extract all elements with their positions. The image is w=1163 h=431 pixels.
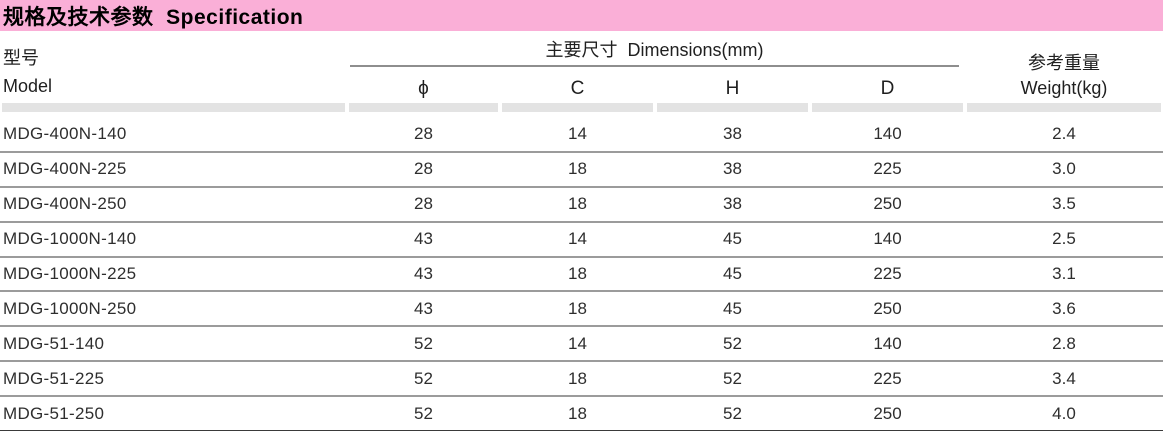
section-title: 规格及技术参数 Specification bbox=[3, 5, 304, 29]
c-cell: 18 bbox=[568, 264, 587, 283]
weight-cell: 2.8 bbox=[1052, 333, 1076, 353]
c-cell: 14 bbox=[568, 229, 587, 249]
d-cell: 250 bbox=[873, 194, 902, 214]
table-row: MDG-51-250 52 18 52 250 4.0 bbox=[0, 397, 1163, 431]
phi-cell: 28 bbox=[414, 159, 433, 179]
phi-cell: 43 bbox=[414, 264, 433, 283]
d-cell: 225 bbox=[873, 264, 902, 283]
d-cell: 250 bbox=[873, 298, 902, 318]
model-cell: MDG-1000N-250 bbox=[3, 298, 137, 318]
h-cell: 52 bbox=[723, 368, 742, 388]
weight-header-en: Weight(kg) bbox=[1020, 78, 1108, 98]
h-cell: 38 bbox=[723, 159, 742, 179]
table-row: MDG-51-140 52 14 52 140 2.8 bbox=[0, 327, 1163, 363]
d-cell: 140 bbox=[873, 229, 902, 249]
model-cell: MDG-1000N-225 bbox=[3, 264, 137, 283]
c-cell: 18 bbox=[568, 403, 587, 423]
table-row: MDG-51-225 52 18 52 225 3.4 bbox=[0, 362, 1163, 398]
table-body: MDG-400N-140 28 14 38 140 2.4 MDG-400N-2… bbox=[0, 118, 1163, 431]
column-header-c: C bbox=[570, 78, 585, 99]
model-header-zh: 型号 bbox=[3, 48, 39, 68]
table-row: MDG-400N-250 28 18 38 250 3.5 bbox=[0, 188, 1163, 223]
model-header-en: Model bbox=[3, 76, 53, 96]
table-header: 型号 Model 主要尺寸 Dimensions(mm) ϕ C H D 参考重… bbox=[0, 31, 1163, 103]
table-row: MDG-1000N-225 43 18 45 225 3.1 bbox=[0, 258, 1163, 293]
band-segment-c bbox=[502, 103, 653, 112]
h-cell: 38 bbox=[723, 194, 742, 214]
phi-cell: 28 bbox=[414, 124, 433, 144]
model-cell: MDG-400N-225 bbox=[3, 159, 127, 179]
weight-cell: 3.6 bbox=[1052, 298, 1076, 318]
d-cell: 250 bbox=[873, 403, 902, 423]
weight-cell: 3.4 bbox=[1052, 368, 1076, 388]
model-cell: MDG-400N-140 bbox=[3, 124, 127, 144]
d-cell: 225 bbox=[873, 368, 902, 388]
h-cell: 45 bbox=[723, 264, 742, 283]
weight-header-zh: 参考重量 bbox=[1028, 53, 1100, 73]
dimensions-group-header: 主要尺寸 Dimensions(mm) bbox=[350, 31, 959, 67]
h-cell: 52 bbox=[723, 403, 742, 423]
h-cell: 38 bbox=[723, 124, 742, 144]
column-group-dimensions: 主要尺寸 Dimensions(mm) ϕ C H D bbox=[347, 31, 965, 103]
c-cell: 14 bbox=[568, 333, 587, 353]
phi-cell: 52 bbox=[414, 368, 433, 388]
column-header-model: 型号 Model bbox=[0, 31, 347, 103]
d-cell: 140 bbox=[873, 333, 902, 353]
weight-cell: 3.5 bbox=[1052, 194, 1076, 214]
column-header-h: H bbox=[725, 78, 740, 99]
weight-cell: 3.1 bbox=[1052, 264, 1076, 283]
band-segment-phi bbox=[349, 103, 498, 112]
band-segment-d bbox=[812, 103, 963, 112]
c-cell: 18 bbox=[568, 194, 587, 214]
c-cell: 14 bbox=[568, 124, 587, 144]
table-row: MDG-1000N-250 43 18 45 250 3.6 bbox=[0, 292, 1163, 328]
phi-cell: 52 bbox=[414, 403, 433, 423]
c-cell: 18 bbox=[568, 368, 587, 388]
c-cell: 18 bbox=[568, 159, 587, 179]
phi-cell: 28 bbox=[414, 194, 433, 214]
weight-cell: 4.0 bbox=[1052, 403, 1076, 423]
band-segment-model bbox=[2, 103, 345, 112]
column-header-phi: ϕ bbox=[418, 78, 429, 99]
h-cell: 45 bbox=[723, 229, 742, 249]
weight-cell: 2.4 bbox=[1052, 124, 1076, 144]
h-cell: 52 bbox=[723, 333, 742, 353]
model-cell: MDG-1000N-140 bbox=[3, 229, 137, 249]
column-header-d: D bbox=[880, 78, 895, 99]
phi-cell: 43 bbox=[414, 229, 433, 249]
d-cell: 225 bbox=[873, 159, 902, 179]
dimensions-sub-headers: ϕ C H D bbox=[347, 67, 965, 103]
band-segment-h bbox=[657, 103, 808, 112]
band-segment-weight bbox=[967, 103, 1161, 112]
phi-cell: 43 bbox=[414, 298, 433, 318]
table-row: MDG-400N-225 28 18 38 225 3.0 bbox=[0, 153, 1163, 188]
column-header-weight: 参考重量 Weight(kg) bbox=[965, 31, 1163, 103]
header-underline-band bbox=[0, 103, 1163, 112]
section-title-bar: 规格及技术参数 Specification bbox=[0, 0, 1163, 31]
model-cell: MDG-51-225 bbox=[3, 368, 105, 388]
phi-cell: 52 bbox=[414, 333, 433, 353]
d-cell: 140 bbox=[873, 124, 902, 144]
model-cell: MDG-400N-250 bbox=[3, 194, 127, 214]
c-cell: 18 bbox=[568, 298, 587, 318]
table-row: MDG-1000N-140 43 14 45 140 2.5 bbox=[0, 223, 1163, 258]
weight-cell: 2.5 bbox=[1052, 229, 1076, 249]
table-row: MDG-400N-140 28 14 38 140 2.4 bbox=[0, 118, 1163, 153]
model-cell: MDG-51-140 bbox=[3, 333, 105, 353]
weight-cell: 3.0 bbox=[1052, 159, 1076, 179]
model-cell: MDG-51-250 bbox=[3, 403, 105, 423]
h-cell: 45 bbox=[723, 298, 742, 318]
